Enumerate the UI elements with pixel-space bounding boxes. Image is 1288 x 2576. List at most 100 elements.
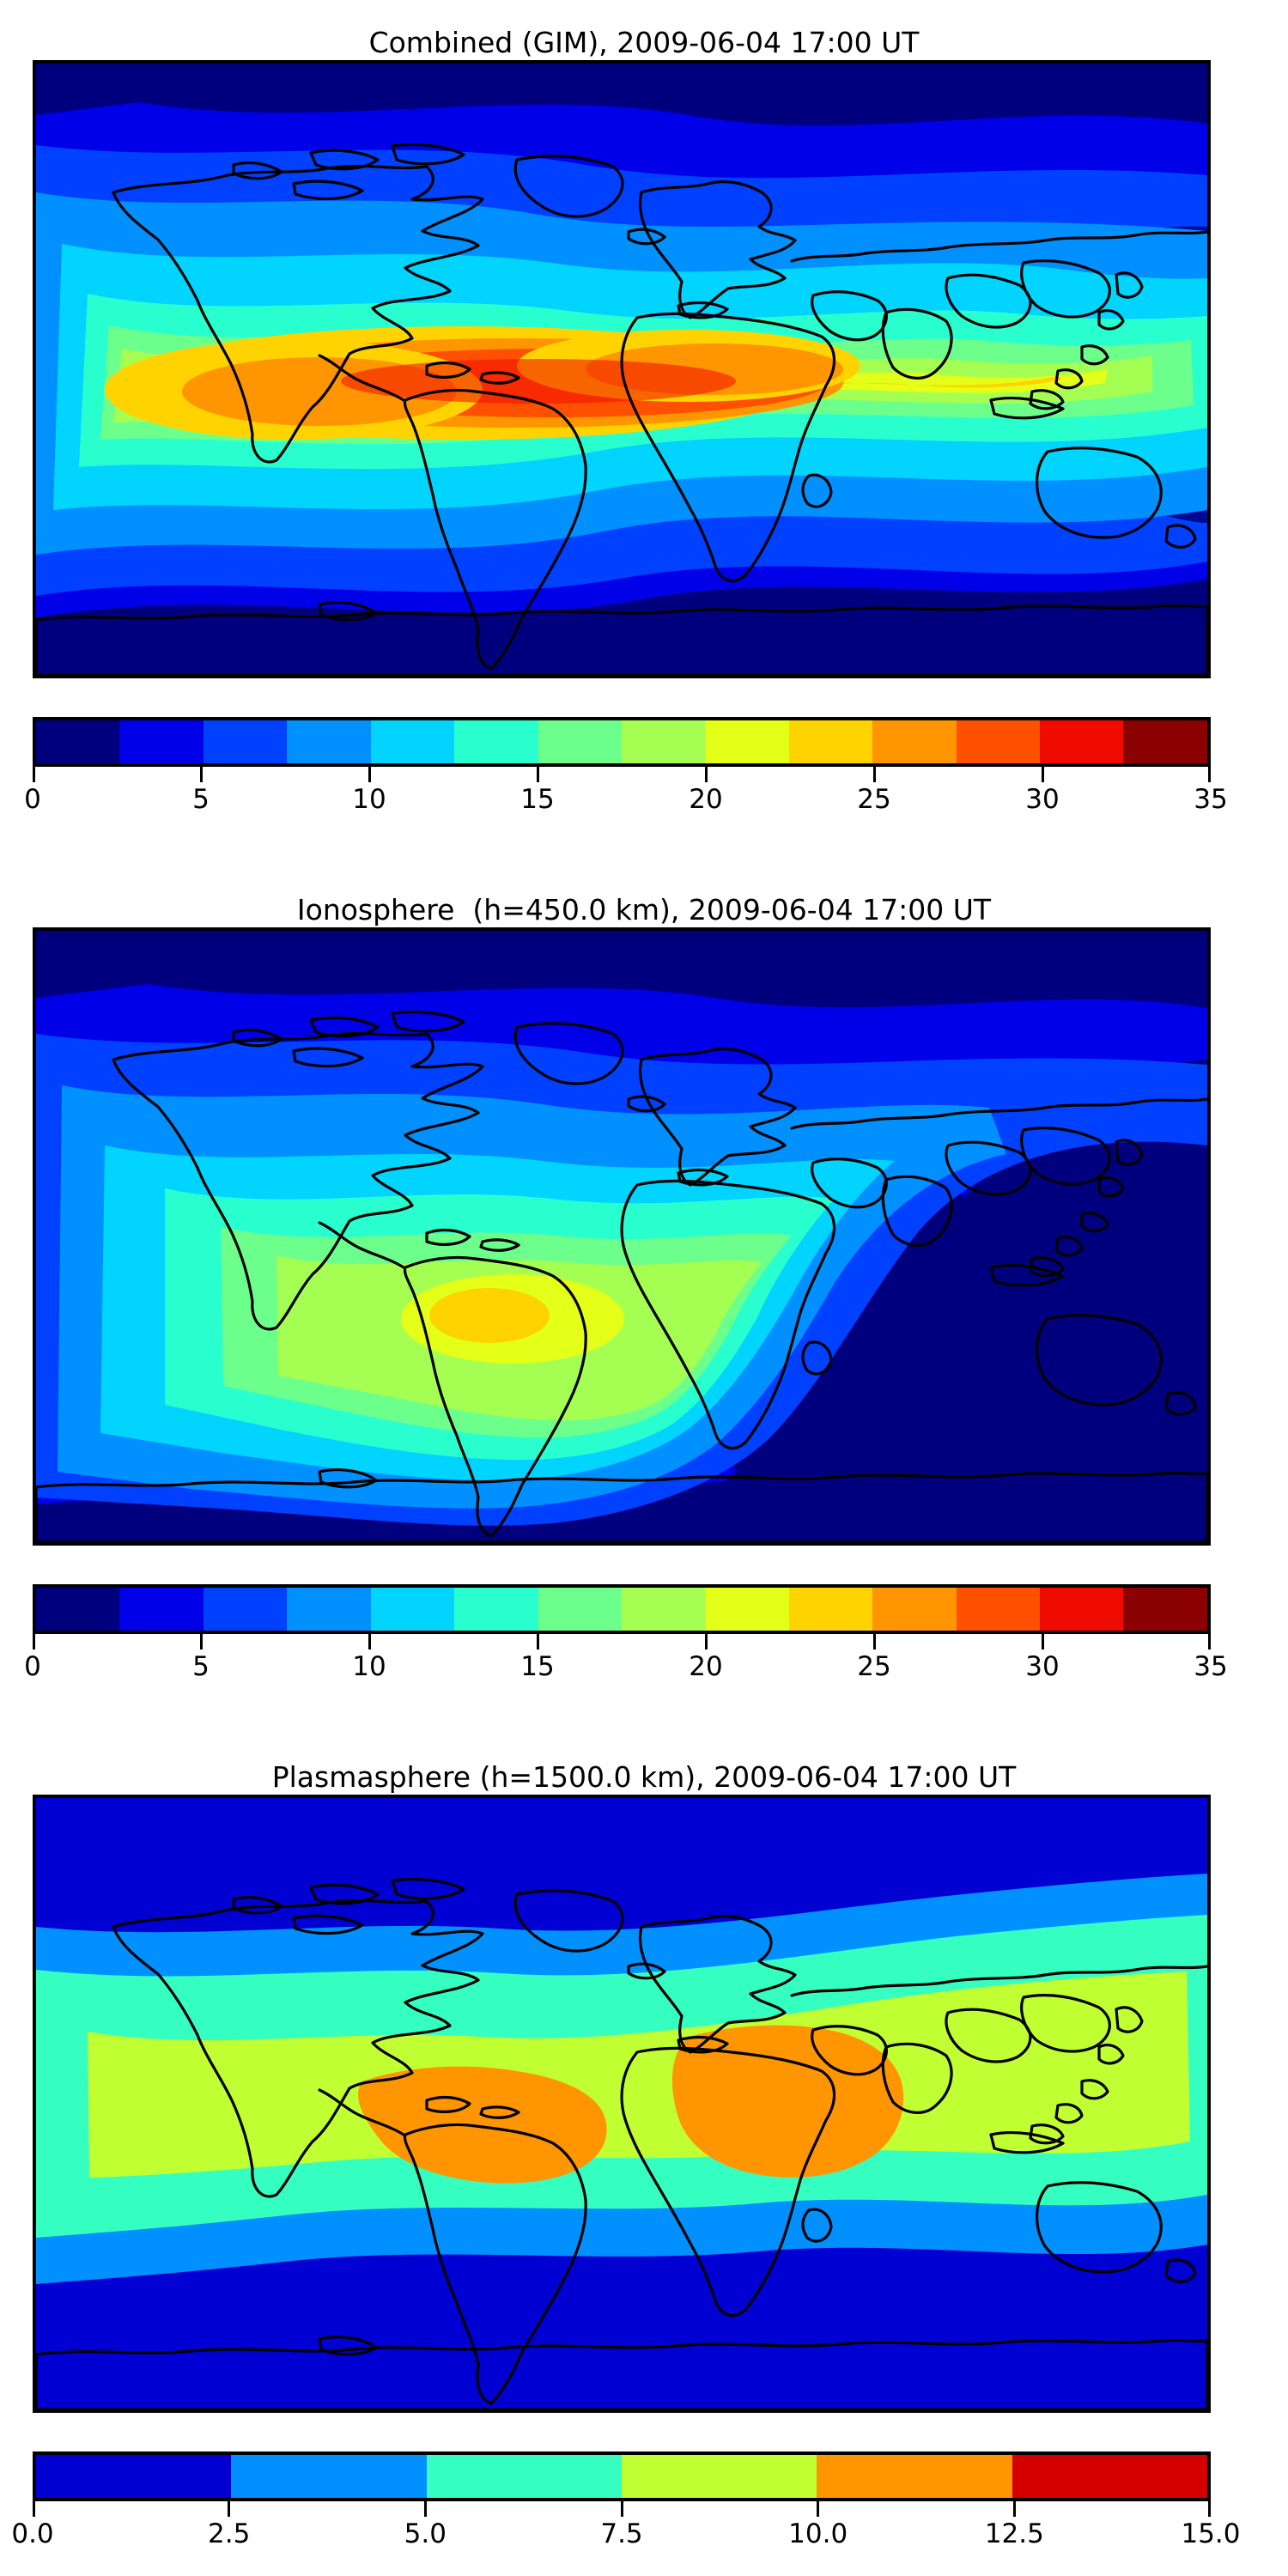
colorbar-tick xyxy=(228,2501,231,2517)
colorbar-tick xyxy=(536,1634,539,1649)
colorbar-tick-label: 5.0 xyxy=(404,2518,447,2549)
colorbar-band xyxy=(1123,1588,1207,1631)
colorbar-band xyxy=(538,1588,622,1631)
map-canvas-combined-gim xyxy=(36,64,1207,675)
colorbar-band xyxy=(1040,720,1124,763)
colorbar-band xyxy=(36,2455,232,2498)
colorbar-labels-combined-gim: 0 5 10 15 20 25 30 35 xyxy=(24,784,1228,822)
colorbar-tick xyxy=(620,2501,623,2517)
colorbar-combined-gim xyxy=(33,717,1211,767)
colorbar-tick xyxy=(872,1634,876,1649)
colorbar-tick xyxy=(1012,2501,1016,2517)
colorbar-tick-label: 25 xyxy=(857,784,891,815)
panel-combined-gim: Combined (GIM), 2009-06-04 17:00 UT xyxy=(0,0,1288,859)
colorbar-tick-label: 20 xyxy=(689,784,723,815)
colorbar-tick-label: 10 xyxy=(352,1651,386,1682)
map-canvas-plasmasphere xyxy=(36,1798,1207,2409)
colorbar-band xyxy=(817,2455,1012,2498)
colorbar-band xyxy=(872,720,957,763)
colorbar-band xyxy=(287,1588,371,1631)
colorbar-tick-label: 0.0 xyxy=(11,2518,54,2549)
map-axes-combined-gim xyxy=(33,60,1211,678)
colorbar-tick xyxy=(704,767,708,782)
colorbar-band xyxy=(119,720,204,763)
colorbar-tick-label: 12.5 xyxy=(984,2518,1044,2549)
colorbar-band xyxy=(788,720,873,763)
colorbar-tick xyxy=(423,2501,427,2517)
colorbar-tick xyxy=(199,1634,203,1649)
colorbar-band xyxy=(1012,2455,1207,2498)
colorbar-band xyxy=(705,1588,789,1631)
colorbar-tick-label: 35 xyxy=(1194,784,1228,815)
colorbar-tick-label: 7.5 xyxy=(600,2518,643,2549)
colorbar-tick xyxy=(536,767,539,782)
colorbar-tick-label: 20 xyxy=(689,1651,723,1682)
colorbar-labels-plasmasphere: 0.0 2.5 5.0 7.5 10.0 12.5 15.0 xyxy=(11,2518,1240,2556)
colorbar-band xyxy=(621,1588,706,1631)
colorbar-tick-label: 15 xyxy=(520,784,555,815)
colorbar-labels-ionosphere: 0 5 10 15 20 25 30 35 xyxy=(24,1651,1228,1689)
colorbar-band xyxy=(538,720,622,763)
colorbar-tick xyxy=(1041,1634,1044,1649)
colorbar-tick xyxy=(368,1634,371,1649)
panel-plasmasphere: Plasmasphere (h=1500.0 km), 2009-06-04 1… xyxy=(0,1735,1288,2576)
colorbar-band xyxy=(454,1588,538,1631)
colorbar-tick xyxy=(33,2501,35,2517)
colorbar-ticks-combined-gim xyxy=(33,767,1211,782)
colorbar-tick-label: 15 xyxy=(520,1651,555,1682)
panel-ionosphere: Ionosphere (h=450.0 km), 2009-06-04 17:0… xyxy=(0,867,1288,1726)
colorbar-tick xyxy=(704,1634,708,1649)
colorbar-tick xyxy=(33,1634,35,1649)
colorbar-tick xyxy=(872,767,876,782)
colorbar-tick xyxy=(1208,1634,1211,1649)
colorbar-tick-label: 10 xyxy=(352,784,386,815)
colorbar-band xyxy=(370,720,455,763)
colorbar-ticks-plasmasphere xyxy=(33,2501,1211,2517)
panel-title-plasmasphere: Plasmasphere (h=1500.0 km), 2009-06-04 1… xyxy=(271,1760,1017,1794)
map-axes-ionosphere xyxy=(33,927,1211,1546)
colorbar-band xyxy=(956,1588,1041,1631)
colorbar-band xyxy=(788,1588,873,1631)
colorbar-band xyxy=(426,2455,622,2498)
colorbar-band xyxy=(454,720,538,763)
colorbar-tick-label: 5 xyxy=(192,1651,210,1682)
colorbar-band xyxy=(287,720,371,763)
colorbar-tick xyxy=(33,767,35,782)
colorbar-tick xyxy=(1041,767,1044,782)
colorbar-tick-label: 30 xyxy=(1025,1651,1060,1682)
colorbar-ionosphere xyxy=(33,1584,1211,1634)
colorbar-band xyxy=(621,2455,817,2498)
colorbar-tick xyxy=(199,767,203,782)
colorbar-band xyxy=(119,1588,204,1631)
colorbar-band xyxy=(231,2455,427,2498)
colorbar-tick-label: 35 xyxy=(1194,1651,1228,1682)
colorbar-band xyxy=(956,720,1041,763)
colorbar-band xyxy=(1040,1588,1124,1631)
colorbar-band xyxy=(203,1588,288,1631)
colorbar-tick-label: 10.0 xyxy=(788,2518,848,2549)
colorbar-band xyxy=(1123,720,1207,763)
colorbar-tick xyxy=(817,2501,820,2517)
colorbar-tick-label: 30 xyxy=(1025,784,1060,815)
colorbar-band xyxy=(621,720,706,763)
colorbar-band xyxy=(203,720,288,763)
colorbar-tick-label: 0 xyxy=(24,784,41,815)
colorbar-tick xyxy=(368,767,371,782)
colorbar-tick-label: 5 xyxy=(192,784,210,815)
colorbar-tick-label: 2.5 xyxy=(208,2518,251,2549)
colorbar-tick-label: 25 xyxy=(857,1651,891,1682)
colorbar-tick xyxy=(1208,767,1211,782)
colorbar-tick-label: 0 xyxy=(24,1651,41,1682)
panel-title-combined-gim: Combined (GIM), 2009-06-04 17:00 UT xyxy=(368,26,920,59)
map-canvas-ionosphere xyxy=(36,931,1207,1542)
colorbar-plasmasphere xyxy=(33,2451,1211,2501)
colorbar-tick-label: 15.0 xyxy=(1181,2518,1241,2549)
panel-title-ionosphere: Ionosphere (h=450.0 km), 2009-06-04 17:0… xyxy=(296,893,992,927)
colorbar-band xyxy=(36,720,120,763)
colorbar-ticks-ionosphere xyxy=(33,1634,1211,1649)
colorbar-band xyxy=(36,1588,120,1631)
colorbar-tick xyxy=(1208,2501,1211,2517)
colorbar-band xyxy=(370,1588,455,1631)
colorbar-band xyxy=(705,720,789,763)
